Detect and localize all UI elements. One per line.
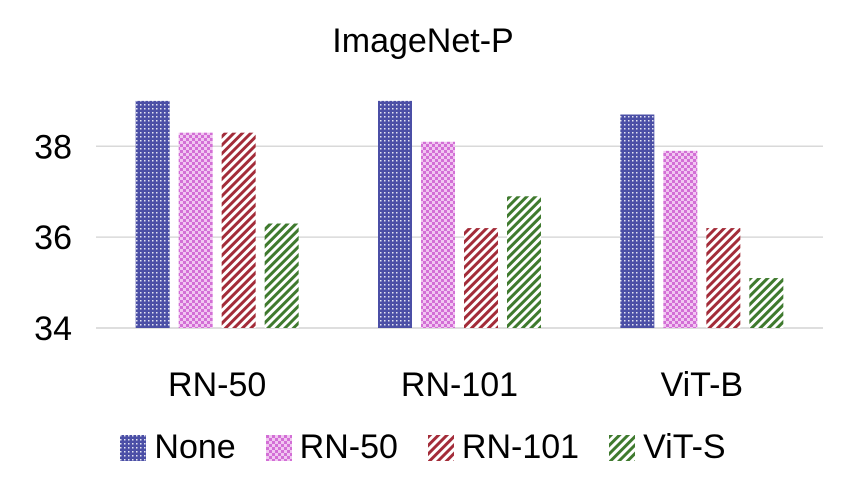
legend-label: None — [154, 428, 236, 466]
x-tick-label: RN-50 — [168, 366, 266, 404]
legend-label: ViT-S — [643, 428, 726, 466]
y-tick-label: 36 — [34, 219, 72, 257]
bar-none-rn-101 — [378, 100, 412, 329]
bar-rn-101-vit-b — [706, 228, 741, 328]
x-tick-label: RN-101 — [401, 366, 518, 404]
bar-rn-50-rn-50 — [178, 132, 213, 328]
bar-rn-50-rn-101 — [421, 141, 455, 328]
x-tick-label: ViT-B — [661, 366, 744, 404]
legend-label: RN-50 — [299, 428, 398, 466]
bar-rn-101-rn-101 — [464, 228, 498, 328]
bar-chart: 34 36 38 RN-50 RN-101 ViT-B — [34, 100, 823, 404]
legend-item: RN-50 — [265, 428, 398, 467]
legend-item: RN-101 — [427, 428, 580, 467]
legend-swatch — [265, 434, 292, 461]
bar-rn-50-vit-b — [663, 150, 698, 328]
legend: None RN-50 RN-101 ViT-S — [0, 428, 846, 467]
legend-label: RN-101 — [461, 428, 580, 466]
y-tick-label: 38 — [34, 128, 72, 166]
bar-vit-s-rn-50 — [264, 223, 299, 328]
bar-none-rn-50 — [135, 100, 170, 329]
legend-swatch — [427, 434, 454, 461]
bar-rn-101-rn-50 — [221, 132, 256, 328]
legend-swatch — [120, 434, 147, 461]
chart-title: ImageNet-P — [332, 22, 514, 60]
legend-item: None — [120, 428, 236, 467]
bar-vit-s-rn-101 — [507, 196, 541, 328]
legend-item: ViT-S — [609, 428, 726, 467]
bar-vit-s-vit-b — [749, 278, 784, 328]
bar-none-vit-b — [620, 114, 655, 328]
legend-swatch — [609, 434, 636, 461]
y-tick-label: 34 — [34, 310, 72, 348]
